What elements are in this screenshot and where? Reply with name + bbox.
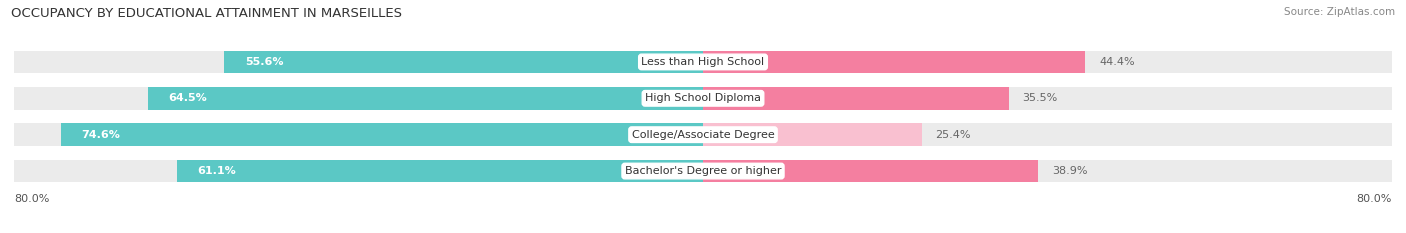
Text: High School Diploma: High School Diploma	[645, 93, 761, 103]
Bar	[60, 123, 703, 146]
Bar	[703, 160, 1038, 182]
Text: 55.6%: 55.6%	[245, 57, 284, 67]
Text: 25.4%: 25.4%	[935, 130, 972, 140]
Text: OCCUPANCY BY EDUCATIONAL ATTAINMENT IN MARSEILLES: OCCUPANCY BY EDUCATIONAL ATTAINMENT IN M…	[11, 7, 402, 20]
Text: 64.5%: 64.5%	[169, 93, 207, 103]
Bar	[177, 160, 703, 182]
Text: Source: ZipAtlas.com: Source: ZipAtlas.com	[1284, 7, 1395, 17]
Text: Bachelor's Degree or higher: Bachelor's Degree or higher	[624, 166, 782, 176]
Bar	[224, 51, 703, 73]
Bar	[14, 123, 1392, 146]
Text: 38.9%: 38.9%	[1052, 166, 1087, 176]
Bar	[703, 87, 1008, 110]
Bar	[14, 51, 1392, 73]
Text: 44.4%: 44.4%	[1099, 57, 1135, 67]
Bar	[14, 160, 1392, 182]
Text: College/Associate Degree: College/Associate Degree	[631, 130, 775, 140]
Bar	[148, 87, 703, 110]
Text: 61.1%: 61.1%	[197, 166, 236, 176]
Bar	[703, 123, 922, 146]
Text: 80.0%: 80.0%	[14, 194, 49, 204]
Bar	[703, 51, 1085, 73]
Text: 80.0%: 80.0%	[1357, 194, 1392, 204]
Bar	[14, 87, 1392, 110]
Text: 35.5%: 35.5%	[1022, 93, 1057, 103]
Text: Less than High School: Less than High School	[641, 57, 765, 67]
Text: 74.6%: 74.6%	[82, 130, 120, 140]
